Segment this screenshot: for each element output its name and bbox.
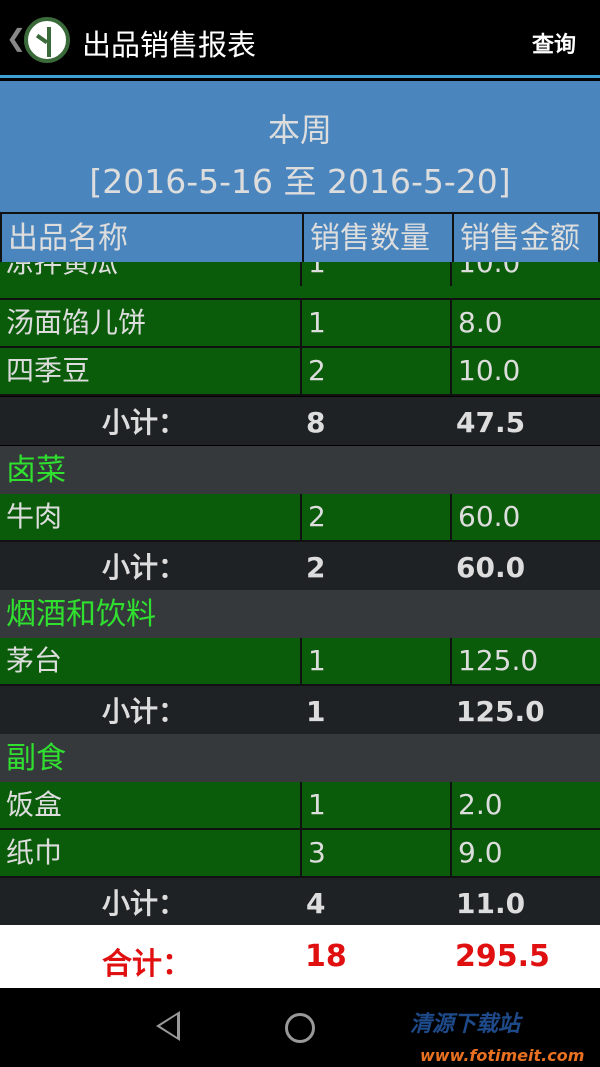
cell-qty: 4 <box>306 887 326 920</box>
cell-name: 饭盒 <box>6 788 63 821</box>
navigation-bar: 清源下载站 www.fotimeit.com <box>0 988 600 1067</box>
column-header-amount: 销售金额 <box>452 214 600 262</box>
cell-amount: 47.5 <box>456 406 526 439</box>
cell-amount: 8.0 <box>450 300 600 346</box>
watermark-url: www.fotimeit.com <box>420 1046 585 1065</box>
table-row[interactable]: 饭盒 1 2.0 <box>0 782 600 830</box>
cell-qty: 8 <box>306 406 326 439</box>
cell-qty: 1 <box>300 638 450 684</box>
query-button[interactable]: 查询 <box>531 33 576 58</box>
subtotal-row: 小计： 1 125.0 <box>0 686 600 734</box>
cell-name: 纸巾 <box>6 836 63 869</box>
cell-name: 小计： <box>102 695 187 728</box>
cell-amount: 125.0 <box>456 695 545 728</box>
home-nav-icon[interactable] <box>285 1013 315 1043</box>
back-nav-icon[interactable] <box>156 1011 180 1041</box>
cell-amount: 2.0 <box>450 782 600 828</box>
subtotal-row: 小计： 2 60.0 <box>0 542 600 590</box>
cell-name: 小计： <box>102 406 187 439</box>
cell-name: 汤面馅儿饼 <box>6 306 147 339</box>
table-row[interactable]: 牛肉 2 60.0 <box>0 494 600 542</box>
total-qty: 18 <box>305 939 347 974</box>
cell-name: 小计： <box>102 887 187 920</box>
date-range: [2016-5-16 至 2016-5-20] <box>89 162 511 201</box>
page-title: 出品销售报表 <box>82 28 257 62</box>
cell-name: 四季豆 <box>6 354 91 387</box>
table-row[interactable]: 汤面馅儿饼 1 8.0 <box>0 300 600 348</box>
category-row: 卤菜 <box>0 446 600 494</box>
cell-name: 茅台 <box>6 644 63 677</box>
grand-total-row: 合计： 18 295.5 <box>0 925 600 988</box>
cell-amount: 11.0 <box>456 887 526 920</box>
category-row: 烟酒和饮料 <box>0 590 600 638</box>
period-header: 本周 [2016-5-16 至 2016-5-20] <box>0 81 600 212</box>
cell-name: 小计： <box>102 551 187 584</box>
period-label: 本周 <box>267 111 332 149</box>
category-row: 副食 <box>0 734 600 782</box>
cell-qty: 2 <box>300 494 450 540</box>
cell-amount: 60.0 <box>450 494 600 540</box>
cell-amount: 125.0 <box>450 638 600 684</box>
subtotal-row: 小计： 8 47.5 <box>0 397 600 445</box>
cell-qty: 3 <box>300 830 450 876</box>
table-row[interactable]: 纸巾 3 9.0 <box>0 830 600 878</box>
subtotal-row: 小计： 4 11.0 <box>0 878 600 925</box>
column-header-name: 出品名称 <box>8 221 128 256</box>
cell-amount: 10.0 <box>450 348 600 394</box>
cell-qty: 2 <box>300 348 450 394</box>
table-row[interactable]: 茅台 1 125.0 <box>0 638 600 686</box>
cell-amount: 9.0 <box>450 830 600 876</box>
cell-qty: 1 <box>306 695 326 728</box>
total-label: 合计： <box>102 947 192 982</box>
watermark-name: 清源下载站 <box>410 1012 521 1037</box>
bamboo-logo-icon[interactable] <box>24 17 70 63</box>
table-row[interactable]: 四季豆 2 10.0 <box>0 348 600 396</box>
table-header: 出品名称 销售数量 销售金额 <box>0 212 600 262</box>
cell-qty: 1 <box>300 300 450 346</box>
app-bar: ❮ 出品销售报表 查询 <box>0 0 600 78</box>
cell-name: 牛肉 <box>6 500 63 533</box>
total-amount: 295.5 <box>455 939 550 974</box>
chevron-left-icon[interactable]: ❮ <box>6 24 27 52</box>
cell-qty: 2 <box>306 551 326 584</box>
column-header-qty: 销售数量 <box>302 214 452 262</box>
cell-amount: 60.0 <box>456 551 526 584</box>
cell-qty: 1 <box>300 782 450 828</box>
